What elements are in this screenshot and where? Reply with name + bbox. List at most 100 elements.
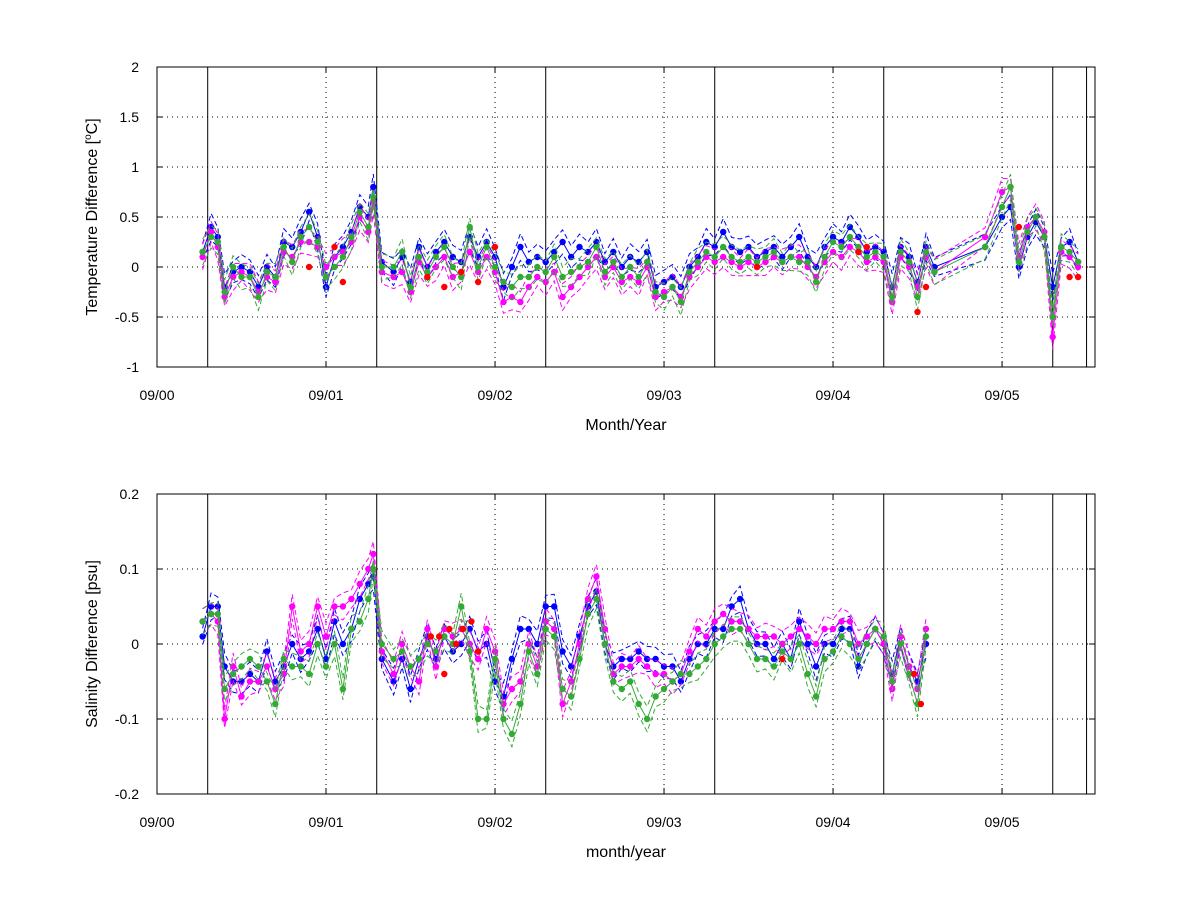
- series-envelope-line: [202, 173, 1079, 278]
- data-point: [432, 263, 440, 271]
- data-point: [356, 618, 363, 625]
- data-point: [305, 208, 313, 216]
- data-point: [390, 670, 397, 678]
- data-point: [880, 253, 887, 261]
- data-point: [618, 273, 625, 281]
- data-point: [618, 263, 625, 271]
- salinity-panel: 09/00 09/01 09/02 09/03 09/04 09/05 -0.2 -0.1 0 0…: [84, 486, 1096, 861]
- data-point: [508, 283, 516, 291]
- data-point: [365, 565, 372, 573]
- data-point: [289, 258, 296, 266]
- data-point: [694, 253, 701, 261]
- data-point: [551, 633, 558, 640]
- data-point: [745, 258, 752, 266]
- data-point: [889, 293, 896, 301]
- data-point: [525, 648, 532, 655]
- data-point: [339, 253, 347, 261]
- data-point: [770, 248, 778, 256]
- data-point: [356, 595, 363, 603]
- data-point: [787, 655, 794, 663]
- data-point: [339, 243, 347, 251]
- data-point: [812, 278, 820, 286]
- data-point: [686, 655, 693, 663]
- data-point: [686, 268, 693, 276]
- data-point: [745, 625, 752, 633]
- data-point: [199, 253, 206, 261]
- data-point: [331, 253, 338, 261]
- data-point: [365, 228, 372, 236]
- data-point: [305, 640, 313, 648]
- data-point: [694, 625, 701, 633]
- data-point: [491, 263, 499, 271]
- data-point: [255, 293, 262, 301]
- data-point: [821, 655, 828, 663]
- data-point: [584, 595, 592, 603]
- data-point: [441, 633, 448, 640]
- data-point: [576, 640, 583, 648]
- data-point: [917, 700, 925, 708]
- data-point: [720, 610, 727, 618]
- data-point: [246, 273, 254, 281]
- x-tick-label: 09/05: [985, 387, 1020, 403]
- x-tick-label: 09/01: [308, 814, 343, 830]
- data-point: [796, 253, 803, 261]
- y-tick-label: -0.5: [115, 309, 139, 325]
- data-point: [491, 655, 499, 663]
- data-point: [838, 618, 845, 625]
- data-point: [305, 648, 313, 655]
- data-point: [610, 678, 617, 685]
- data-point: [804, 670, 811, 678]
- data-point: [703, 640, 710, 648]
- data-point: [796, 625, 803, 633]
- data-point: [214, 238, 221, 246]
- x-tick-label: 09/02: [477, 387, 512, 403]
- x-axis-label: Month/Year: [585, 417, 667, 434]
- data-point: [618, 685, 625, 693]
- data-point: [1074, 273, 1082, 281]
- data-point: [1066, 273, 1073, 281]
- data-point: [567, 268, 575, 276]
- data-point: [331, 618, 338, 625]
- data-point: [643, 655, 651, 663]
- data-point: [238, 273, 245, 281]
- data-point: [559, 293, 566, 301]
- data-point: [922, 633, 930, 640]
- data-point: [863, 640, 870, 648]
- data-point: [838, 633, 845, 640]
- data-point: [466, 648, 473, 655]
- temperature-panel: 09/00 09/01 09/02 09/03 09/04 09/05 -1 -0.5 0 0.5…: [83, 59, 1096, 434]
- data-point: [779, 655, 786, 663]
- data-point: [711, 258, 718, 266]
- data-point: [314, 625, 321, 633]
- data-point: [500, 715, 507, 723]
- data-point: [627, 663, 634, 670]
- data-point: [931, 268, 938, 276]
- data-point: [660, 293, 668, 301]
- data-point: [812, 663, 820, 670]
- data-point: [1041, 233, 1048, 241]
- data-point: [207, 233, 215, 241]
- data-point: [508, 730, 516, 738]
- series-envelope-line: [202, 177, 1079, 325]
- series-envelope-line: [202, 588, 927, 712]
- data-point: [829, 625, 837, 633]
- data-point: [720, 253, 727, 261]
- data-point: [914, 293, 921, 301]
- data-point: [652, 693, 659, 700]
- data-point: [669, 678, 676, 685]
- data-point: [458, 273, 465, 281]
- data-point: [297, 648, 304, 655]
- data-point: [736, 625, 744, 633]
- y-axis-label: Salinity Difference [psu]: [84, 560, 101, 728]
- data-point: [339, 640, 347, 648]
- data-point: [635, 655, 642, 663]
- data-point: [246, 670, 254, 678]
- x-tick-label: 09/00: [139, 814, 174, 830]
- data-point: [796, 618, 803, 625]
- data-point: [525, 283, 532, 291]
- data-point: [1024, 228, 1031, 236]
- data-point: [804, 258, 811, 266]
- data-point: [652, 288, 659, 296]
- data-point: [378, 648, 385, 655]
